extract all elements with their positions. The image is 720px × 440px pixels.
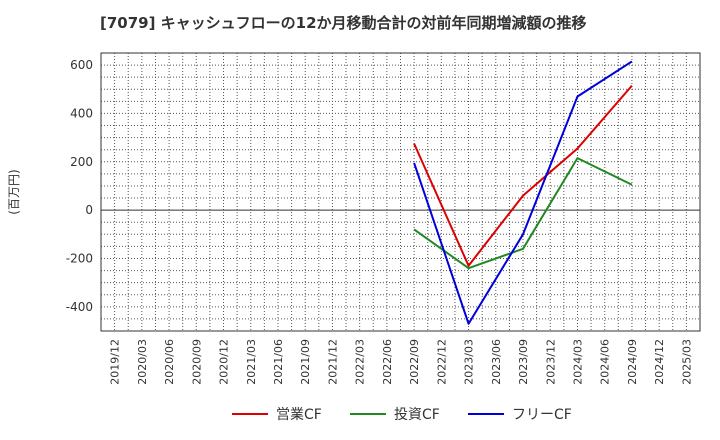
x-tick-label: 2021/09: [299, 339, 312, 385]
grid-layer: [101, 53, 700, 331]
y-tick-label: 400: [70, 106, 93, 120]
series-line-0: [413, 84, 633, 267]
legend-item-investing-cf: 投資CF: [350, 402, 440, 426]
x-tick-label: 2023/09: [517, 339, 530, 385]
axis-layer: 600 400 200 0 -200 -400 2019/12 2020/03 2020/06 2…: [66, 58, 694, 385]
y-tick-label: 200: [70, 155, 93, 169]
y-tick-label: 600: [70, 58, 93, 72]
legend-item-free-cf: フリーCF: [468, 402, 572, 426]
x-tick-label: 2020/09: [190, 339, 203, 385]
y-tick-label: 0: [85, 203, 93, 217]
legend-label-free-cf: フリーCF: [512, 407, 572, 423]
series-line-2: [413, 60, 633, 325]
chart-title: [7079] キャッシュフローの12か月移動合計の対前年同期増減額の推移: [100, 14, 587, 32]
legend-item-operating-cf: 営業CF: [232, 402, 322, 426]
y-tick-label: -400: [66, 300, 93, 314]
y-axis-label: (百万円): [7, 169, 21, 214]
x-tick-label: 2019/12: [109, 339, 122, 385]
legend-swatch-free-cf: [468, 413, 504, 415]
series-line-1: [413, 157, 633, 270]
x-tick-label: 2020/12: [218, 339, 231, 385]
x-tick-label: 2022/06: [381, 339, 394, 385]
x-tick-label: 2025/03: [680, 339, 693, 385]
x-tick-label: 2022/09: [408, 339, 421, 385]
plot-frame: [100, 52, 701, 332]
legend-label-investing-cf: 投資CF: [394, 407, 440, 423]
x-tick-label: 2024/09: [626, 339, 639, 385]
y-tick-label: -200: [66, 251, 93, 265]
legend-swatch-operating-cf: [232, 413, 268, 415]
x-tick-label: 2021/12: [326, 339, 339, 385]
x-tick-label: 2024/12: [653, 339, 666, 385]
x-tick-label: 2020/06: [163, 339, 176, 385]
x-tick-label: 2023/12: [544, 339, 557, 385]
x-tick-label: 2023/03: [463, 339, 476, 385]
legend-swatch-investing-cf: [350, 413, 386, 415]
x-tick-label: 2024/03: [571, 339, 584, 385]
x-tick-label: 2022/03: [354, 339, 367, 385]
series-layer: [413, 60, 633, 325]
legend-label-operating-cf: 営業CF: [276, 407, 322, 423]
x-tick-label: 2022/12: [435, 339, 448, 385]
x-tick-label: 2024/06: [599, 339, 612, 385]
x-tick-label: 2021/03: [245, 339, 258, 385]
x-tick-label: 2021/06: [272, 339, 285, 385]
x-tick-label: 2020/03: [136, 339, 149, 385]
x-tick-label: 2023/06: [490, 339, 503, 385]
